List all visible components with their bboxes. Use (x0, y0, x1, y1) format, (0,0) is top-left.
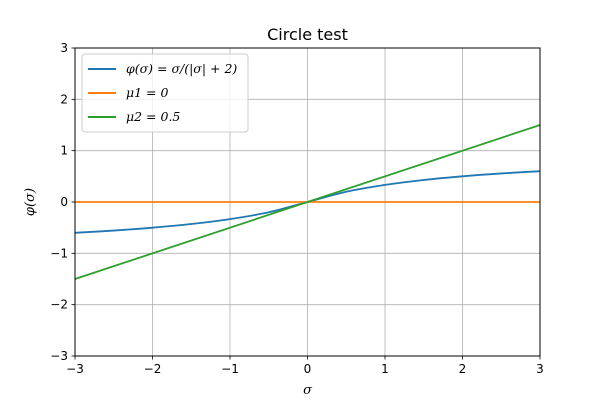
y-tick-label: −1 (50, 246, 68, 260)
x-tick-label: −1 (221, 362, 239, 376)
x-tick-label: 0 (304, 362, 312, 376)
legend-label-mu2: μ2 = 0.5 (126, 109, 180, 124)
y-axis-label: φ(σ) (23, 188, 38, 216)
y-tick-label: 0 (60, 195, 68, 209)
x-tick-label: −3 (66, 362, 84, 376)
y-tick-label: −3 (50, 349, 68, 363)
legend-label-mu1: μ1 = 0 (126, 85, 168, 100)
x-tick-label: −2 (144, 362, 162, 376)
ticks: −3 −2 −1 0 1 2 3 −3 −2 −1 0 1 2 3 (50, 41, 544, 376)
x-tick-label: 2 (459, 362, 467, 376)
y-tick-label: −2 (50, 298, 68, 312)
x-tick-label: 3 (536, 362, 544, 376)
legend-label-phi: φ(σ) = σ/(|σ| + 2) (126, 61, 237, 76)
y-tick-label: 2 (60, 92, 68, 106)
series-line-mu2 (74, 124, 541, 280)
x-axis-label: σ (303, 383, 313, 398)
chart-title: Circle test (267, 25, 348, 44)
legend-box (81, 53, 249, 133)
x-tick-label: 1 (381, 362, 389, 376)
y-tick-label: 1 (60, 144, 68, 158)
y-tick-label: 3 (60, 41, 68, 55)
series-layer (74, 124, 541, 280)
legend: φ(σ) = σ/(|σ| + 2) μ1 = 0 μ2 = 0.5 (81, 53, 249, 133)
